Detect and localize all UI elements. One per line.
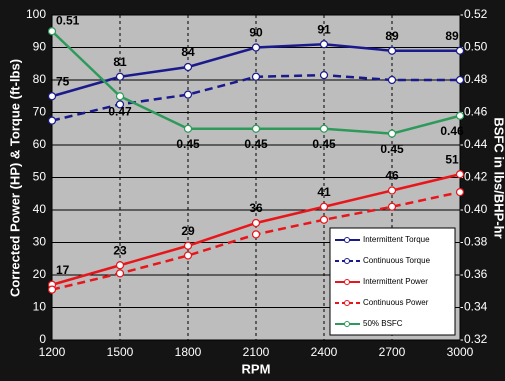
point [251,218,261,228]
y2-tick-label: 0.40 [464,202,488,216]
data-label: 51 [445,152,459,166]
x-tick-label: 2400 [311,345,338,359]
legend-marker [344,279,350,285]
point [251,124,261,133]
data-label: 23 [113,243,127,257]
point [387,202,397,211]
data-label: 89 [445,29,459,43]
legend-label: Continuous Power [363,298,429,307]
y-tick-label: 70 [33,105,47,119]
data-label: 0.47 [108,104,132,118]
data-label: 89 [385,29,399,43]
point [47,92,57,101]
data-label: 29 [181,224,195,238]
point [319,215,329,224]
legend-marker [344,321,350,327]
x-tick-label: 2700 [379,345,406,359]
point [183,62,193,72]
point [115,72,125,81]
point [455,111,465,120]
point [47,116,57,125]
y-tick-label: 50 [33,170,47,184]
legend-marker [344,300,350,306]
data-label: 90 [249,26,263,40]
legend-label: Intermittent Torque [363,235,430,244]
legend-label: 50% BSFC [363,319,403,328]
data-label: 81 [113,55,127,69]
x-tick-label: 3000 [447,345,474,359]
point [115,269,125,278]
data-label: 46 [385,169,399,183]
point [183,241,193,250]
y-tick-label: 30 [33,235,47,249]
point [319,40,329,49]
point [319,202,329,211]
point [319,71,329,80]
legend-label: Intermittent Power [363,277,428,286]
point [319,124,329,133]
x-tick-label: 2100 [243,345,270,359]
y2-tick-label: 0.52 [464,7,488,21]
point [115,261,125,270]
data-label: 0.45 [176,137,200,151]
point [251,43,261,52]
y-tick-label: 10 [33,300,47,314]
y-tick-label: 100 [26,7,46,21]
data-label: 0.46 [440,124,464,138]
y2-tick-label: 0.42 [464,170,488,184]
y-tick-label: 40 [33,202,47,216]
data-label: 0.45 [244,137,268,151]
point [387,129,397,138]
point [183,251,193,260]
data-label: 36 [249,201,263,215]
point [455,75,465,85]
point [387,186,397,195]
x-tick-label: 1500 [107,345,134,359]
point [251,72,261,81]
data-label: 75 [56,74,70,88]
data-label: 17 [56,263,70,277]
y-tick-label: 90 [33,40,47,54]
y2-tick-label: 0.34 [464,300,488,314]
y-tick-label: 80 [33,72,47,86]
x-axis-label: RPM [242,361,271,376]
y2-tick-label: 0.38 [464,235,488,249]
y-tick-label: 0 [39,332,46,346]
y2-axis-label: BSFC in lbs/BHP-hr [492,117,505,238]
point [455,46,465,55]
data-label: 91 [317,22,331,36]
y-tick-label: 60 [33,137,47,151]
y2-tick-label: 0.46 [464,105,488,119]
legend-marker [344,258,350,264]
point [47,27,57,36]
point [183,90,193,99]
point [387,46,397,55]
point [47,285,57,294]
data-label: 0.45 [312,137,336,151]
legend-marker [344,237,350,243]
point [183,124,193,133]
point [455,188,465,197]
data-label: 0.51 [56,13,80,27]
y2-tick-label: 0.48 [464,72,488,86]
y-tick-label: 20 [33,267,47,281]
y2-tick-label: 0.50 [464,40,488,54]
y2-tick-label: 0.36 [464,267,488,281]
y2-tick-label: 0.32 [464,332,488,346]
x-tick-label: 1200 [39,345,66,359]
point [115,100,125,109]
legend-label: Continuous Torque [363,256,431,265]
y2-tick-label: 0.44 [464,137,488,151]
point [387,75,397,85]
data-label: 84 [181,45,195,59]
point [455,170,465,179]
x-tick-label: 1800 [175,345,202,359]
data-label: 0.45 [380,142,404,156]
y-axis-label: Corrected Power (HP) & Torque (ft-lbs) [7,59,22,297]
point [115,92,125,101]
point [251,230,261,239]
data-label: 41 [317,185,331,199]
